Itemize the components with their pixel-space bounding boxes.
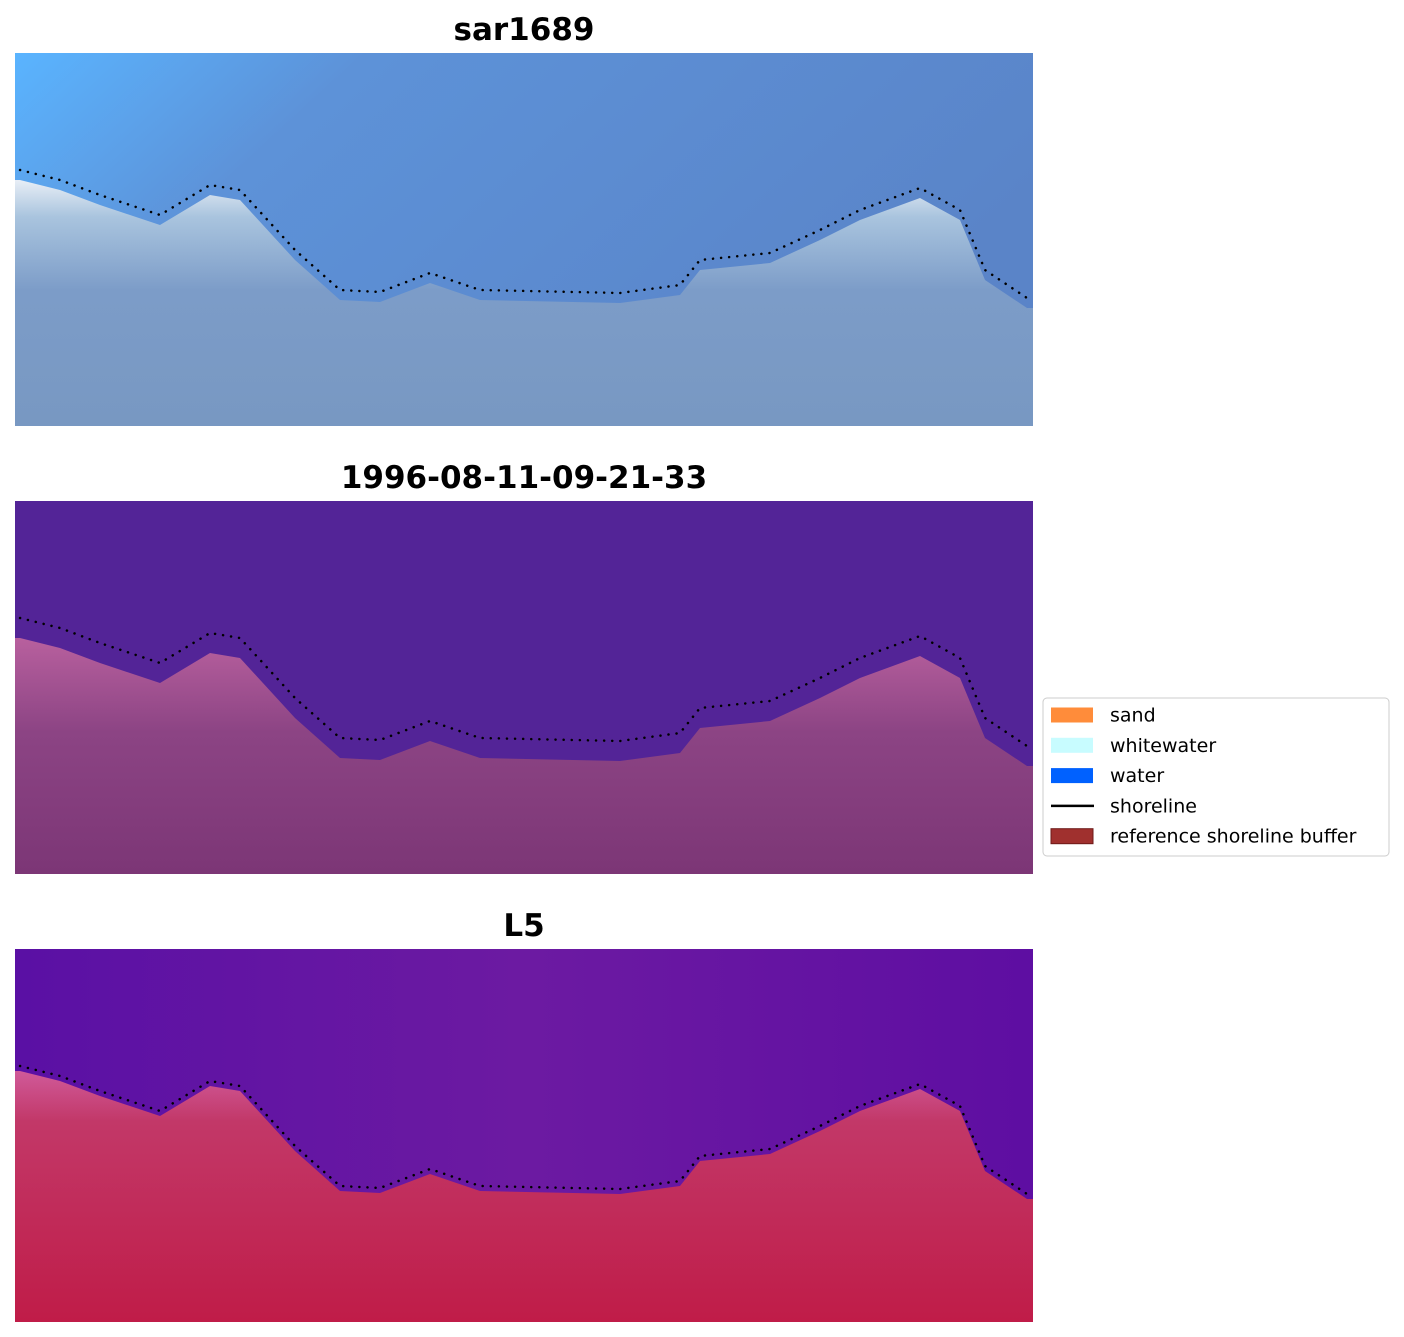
image-panel bbox=[15, 949, 1033, 1322]
legend-label: sand bbox=[1110, 705, 1156, 727]
image-land bbox=[15, 1071, 1033, 1322]
legend-label: shoreline bbox=[1110, 795, 1197, 817]
panel-title: sar1689 bbox=[454, 12, 595, 48]
legend-swatch bbox=[1051, 737, 1093, 753]
legend-swatch bbox=[1050, 828, 1094, 845]
legend-label: whitewater bbox=[1110, 735, 1216, 757]
panel-title: L5 bbox=[503, 908, 544, 944]
panel-title: 1996-08-11-09-21-33 bbox=[341, 460, 707, 496]
legend-box bbox=[1042, 697, 1390, 857]
legend-swatch bbox=[1051, 707, 1093, 723]
image-panel bbox=[15, 53, 1033, 426]
image-land bbox=[15, 638, 1033, 874]
image-land bbox=[15, 180, 1033, 426]
legend-swatch bbox=[1051, 768, 1093, 784]
image-panel bbox=[15, 501, 1033, 874]
legend-label: reference shoreline buffer bbox=[1110, 826, 1357, 848]
legend-label: water bbox=[1110, 765, 1164, 787]
